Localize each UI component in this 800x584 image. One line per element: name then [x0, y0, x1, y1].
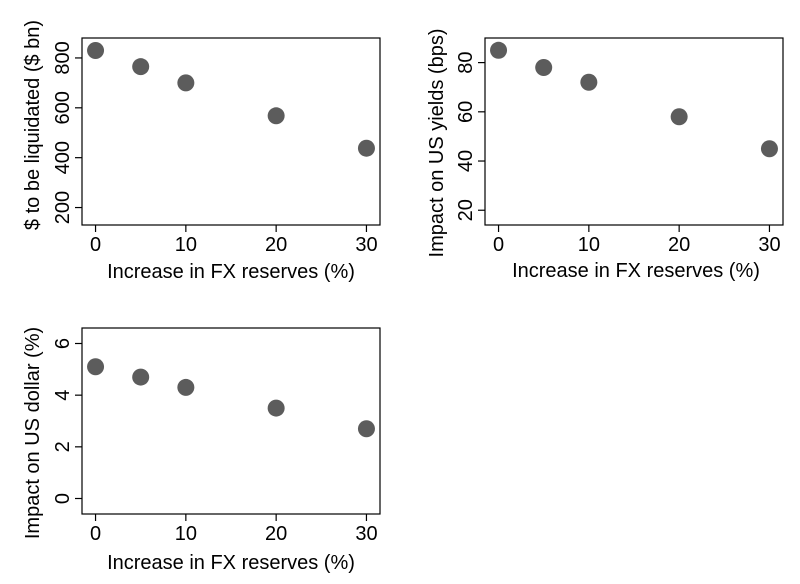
y-tick-label-yields-0: 20	[455, 199, 477, 221]
y-tick-label-yields-1: 40	[455, 150, 477, 172]
data-point-yields-4	[760, 140, 778, 158]
data-point-yields-0	[490, 41, 508, 59]
x-tick-label-yields-0: 0	[493, 234, 504, 256]
data-point-dollar-1	[132, 368, 150, 386]
y-tick-label-liquidation-2: 600	[52, 91, 74, 124]
y-tick-label-dollar-1: 2	[52, 441, 74, 452]
xlabel-liquidation: Increase in FX reserves (%)	[107, 261, 355, 283]
data-point-yields-3	[670, 108, 688, 126]
y-tick-label-yields-3: 80	[455, 51, 477, 73]
xlabel-dollar: Increase in FX reserves (%)	[107, 552, 355, 574]
data-point-dollar-0	[87, 358, 105, 376]
y-tick-label-dollar-2: 4	[52, 390, 74, 401]
data-point-liquidation-3	[267, 107, 285, 125]
plot-frame-yields	[484, 37, 784, 226]
x-tick-label-dollar-3: 30	[355, 523, 377, 545]
x-tick-label-liquidation-1: 10	[175, 234, 197, 256]
data-point-dollar-4	[357, 420, 375, 438]
x-tick-label-yields-3: 30	[758, 234, 780, 256]
ylabel-liquidation: $ to be liquidated ($ bn)	[22, 20, 44, 230]
x-tick-label-dollar-2: 20	[265, 523, 287, 545]
plot-frame-liquidation	[81, 37, 381, 226]
data-point-yields-2	[580, 73, 598, 91]
panel-dollar: Increase in FX reserves (%) Impact on US…	[22, 327, 381, 574]
data-point-liquidation-0	[87, 41, 105, 59]
panel-liquidation: Increase in FX reserves (%) $ to be liqu…	[22, 20, 381, 283]
y-tick-label-yields-2: 60	[455, 101, 477, 123]
y-tick-label-liquidation-3: 800	[52, 41, 74, 74]
y-tick-label-liquidation-1: 400	[52, 141, 74, 174]
y-tick-label-dollar-0: 0	[52, 493, 74, 504]
xlabel-yields: Increase in FX reserves (%)	[512, 260, 760, 282]
panel-yields: Increase in FX reserves (%) Impact on US…	[426, 29, 784, 282]
x-tick-label-dollar-1: 10	[175, 523, 197, 545]
ylabel-dollar: Impact on US dollar (%)	[22, 327, 44, 539]
x-tick-label-liquidation-3: 30	[355, 234, 377, 256]
data-point-liquidation-2	[177, 74, 195, 92]
data-point-liquidation-1	[132, 58, 150, 76]
data-point-dollar-3	[267, 399, 285, 417]
y-tick-label-liquidation-0: 200	[52, 191, 74, 224]
x-tick-label-yields-2: 20	[668, 234, 690, 256]
x-tick-label-liquidation-2: 20	[265, 234, 287, 256]
x-tick-label-yields-1: 10	[578, 234, 600, 256]
data-point-yields-1	[535, 59, 553, 77]
data-point-liquidation-4	[357, 139, 375, 157]
y-tick-label-dollar-3: 6	[52, 338, 74, 349]
x-tick-label-dollar-0: 0	[90, 523, 101, 545]
x-tick-label-liquidation-0: 0	[90, 234, 101, 256]
plot-frame-dollar	[81, 327, 381, 515]
ylabel-yields: Impact on US yields (bps)	[426, 29, 448, 258]
data-point-dollar-2	[177, 378, 195, 396]
